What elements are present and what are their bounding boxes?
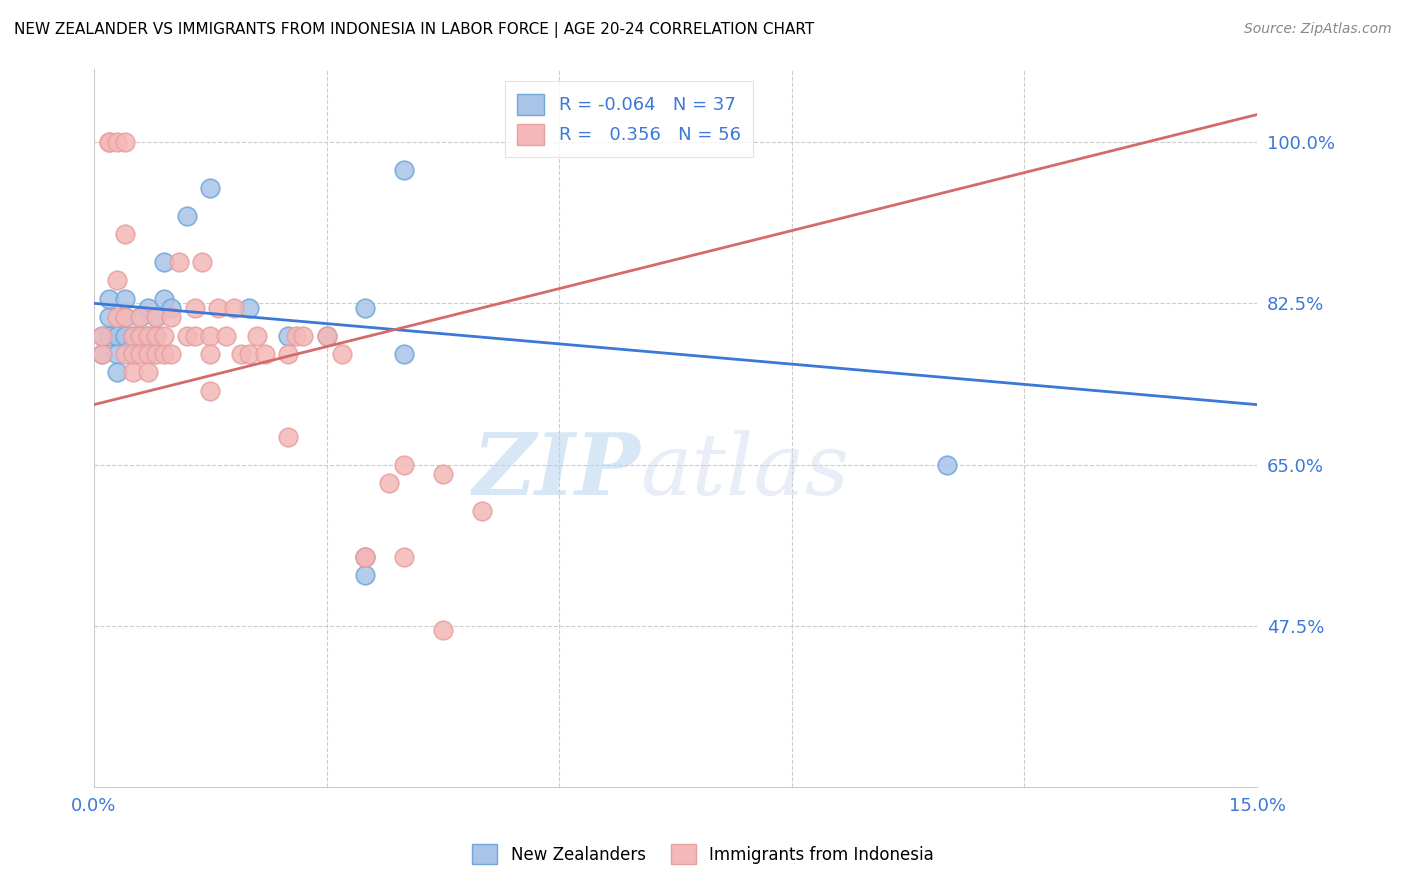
Point bbox=[315, 328, 337, 343]
Point bbox=[105, 366, 128, 380]
Point bbox=[145, 347, 167, 361]
Point bbox=[200, 384, 222, 398]
Point bbox=[200, 181, 222, 195]
Point bbox=[292, 328, 315, 343]
Point bbox=[253, 347, 276, 361]
Point bbox=[121, 347, 143, 361]
Point bbox=[121, 328, 143, 343]
Point bbox=[167, 255, 190, 269]
Point bbox=[105, 135, 128, 149]
Point bbox=[105, 273, 128, 287]
Point bbox=[200, 328, 222, 343]
Point bbox=[284, 328, 307, 343]
Point bbox=[392, 347, 415, 361]
Point bbox=[432, 624, 454, 638]
Point bbox=[330, 347, 353, 361]
Point bbox=[231, 347, 253, 361]
Point bbox=[114, 292, 136, 306]
Point bbox=[129, 328, 152, 343]
Point bbox=[121, 347, 143, 361]
Point bbox=[105, 310, 128, 325]
Legend: R = -0.064   N = 37, R =   0.356   N = 56: R = -0.064 N = 37, R = 0.356 N = 56 bbox=[505, 81, 754, 157]
Point bbox=[277, 430, 299, 444]
Point bbox=[129, 347, 152, 361]
Point bbox=[471, 503, 494, 517]
Point bbox=[246, 328, 269, 343]
Point bbox=[90, 328, 112, 343]
Text: ZIP: ZIP bbox=[472, 429, 641, 513]
Point bbox=[90, 347, 112, 361]
Point bbox=[114, 135, 136, 149]
Point bbox=[136, 347, 159, 361]
Point bbox=[152, 255, 174, 269]
Point bbox=[200, 347, 222, 361]
Point bbox=[183, 328, 205, 343]
Point bbox=[114, 347, 136, 361]
Point bbox=[129, 310, 152, 325]
Point bbox=[114, 328, 136, 343]
Point bbox=[136, 328, 159, 343]
Point bbox=[152, 347, 174, 361]
Point bbox=[121, 366, 143, 380]
Text: NEW ZEALANDER VS IMMIGRANTS FROM INDONESIA IN LABOR FORCE | AGE 20-24 CORRELATIO: NEW ZEALANDER VS IMMIGRANTS FROM INDONES… bbox=[14, 22, 814, 38]
Point bbox=[432, 467, 454, 481]
Point bbox=[145, 310, 167, 325]
Point bbox=[160, 310, 183, 325]
Point bbox=[136, 347, 159, 361]
Point bbox=[98, 310, 121, 325]
Point bbox=[98, 292, 121, 306]
Point bbox=[354, 549, 377, 564]
Legend: New Zealanders, Immigrants from Indonesia: New Zealanders, Immigrants from Indonesi… bbox=[465, 838, 941, 871]
Point bbox=[90, 328, 112, 343]
Point bbox=[90, 347, 112, 361]
Point bbox=[354, 549, 377, 564]
Text: Source: ZipAtlas.com: Source: ZipAtlas.com bbox=[1244, 22, 1392, 37]
Point bbox=[377, 475, 399, 490]
Point bbox=[105, 328, 128, 343]
Point bbox=[176, 328, 198, 343]
Point bbox=[105, 347, 128, 361]
Point bbox=[136, 328, 159, 343]
Point bbox=[354, 549, 377, 564]
Point bbox=[354, 568, 377, 582]
Point bbox=[392, 458, 415, 472]
Point bbox=[315, 328, 337, 343]
Point bbox=[145, 310, 167, 325]
Point bbox=[145, 328, 167, 343]
Point bbox=[160, 301, 183, 315]
Point bbox=[392, 549, 415, 564]
Point bbox=[121, 338, 143, 352]
Point bbox=[152, 328, 174, 343]
Point bbox=[935, 458, 957, 472]
Point bbox=[136, 301, 159, 315]
Point bbox=[145, 328, 167, 343]
Point bbox=[207, 301, 229, 315]
Point bbox=[160, 347, 183, 361]
Point bbox=[98, 135, 121, 149]
Point bbox=[392, 162, 415, 177]
Point bbox=[354, 301, 377, 315]
Point bbox=[152, 292, 174, 306]
Text: atlas: atlas bbox=[641, 429, 849, 512]
Point bbox=[98, 328, 121, 343]
Point bbox=[129, 310, 152, 325]
Point bbox=[238, 347, 260, 361]
Point bbox=[215, 328, 238, 343]
Point bbox=[183, 301, 205, 315]
Point bbox=[121, 347, 143, 361]
Point bbox=[238, 301, 260, 315]
Point bbox=[129, 328, 152, 343]
Point bbox=[222, 301, 245, 315]
Point bbox=[114, 310, 136, 325]
Point bbox=[121, 328, 143, 343]
Point bbox=[98, 135, 121, 149]
Point bbox=[114, 227, 136, 242]
Point bbox=[114, 310, 136, 325]
Point bbox=[277, 347, 299, 361]
Point bbox=[136, 366, 159, 380]
Point bbox=[191, 255, 214, 269]
Point bbox=[176, 209, 198, 223]
Point bbox=[277, 328, 299, 343]
